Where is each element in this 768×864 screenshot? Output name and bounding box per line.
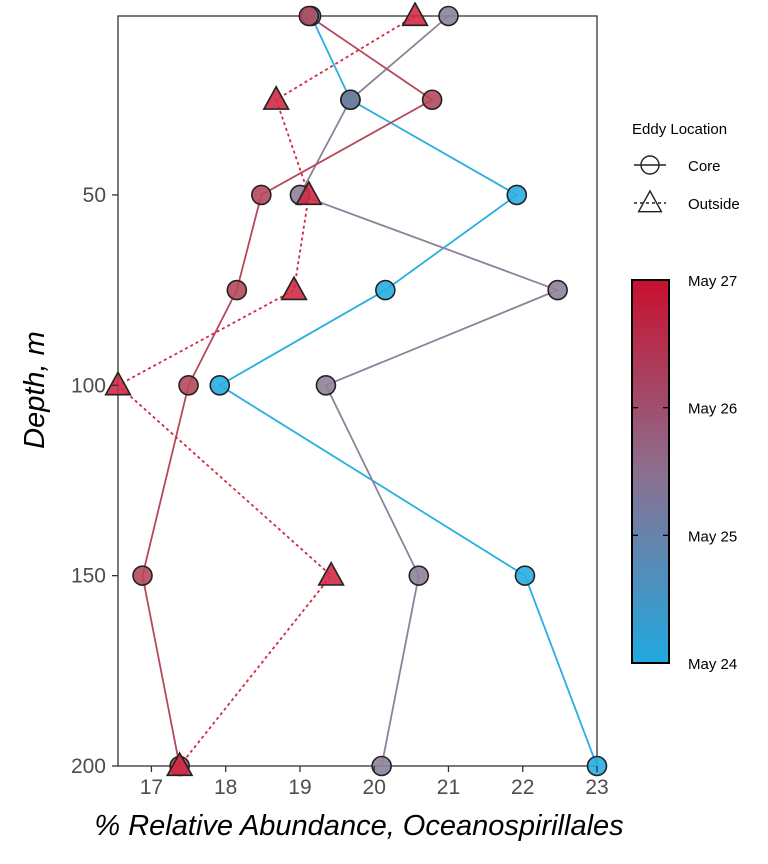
legend-label-outside: Outside [688, 196, 740, 213]
x-tick-label: 19 [288, 776, 311, 799]
y-tick-label: 100 [71, 374, 106, 397]
colorbar-label: May 24 [688, 656, 737, 673]
data-point-triangle [165, 751, 194, 777]
data-point-circle [514, 565, 536, 586]
data-point-circle [371, 755, 392, 777]
x-tick-label: 17 [140, 776, 163, 799]
data-point-circle [438, 5, 459, 27]
y-axis-title: Depth, m [19, 331, 51, 449]
y-axis: 50 100 150 200 [71, 184, 118, 778]
plot-area [104, 2, 608, 777]
y-tick-label: 200 [71, 755, 106, 778]
marks [104, 2, 608, 777]
data-point-triangle [317, 560, 345, 586]
series-line-4 [116, 15, 416, 767]
data-point-circle [315, 374, 337, 396]
colorbar-label: May 26 [688, 401, 737, 418]
colorbar [631, 279, 670, 664]
data-point-circle [178, 374, 199, 396]
data-point-circle [547, 279, 568, 301]
x-tick-label: 21 [437, 776, 460, 799]
x-tick-label: 23 [585, 776, 608, 799]
colorbar-label: May 27 [688, 273, 737, 290]
data-point-circle [506, 184, 528, 206]
data-point-circle [298, 5, 320, 27]
data-point-circle [375, 279, 396, 301]
data-point-triangle [104, 370, 132, 396]
y-tick-label: 50 [83, 184, 106, 207]
data-point-circle [132, 565, 153, 586]
data-point-circle [408, 565, 430, 586]
data-point-triangle [262, 85, 290, 110]
legend-key-circle [640, 155, 660, 175]
data-point-triangle [401, 2, 429, 27]
shape-legend: Eddy Location Core Outside [632, 121, 740, 213]
data-point-triangle [295, 180, 323, 206]
data-point-circle [251, 184, 272, 206]
y-tick-label: 150 [71, 565, 106, 588]
legend-label-core: Core [688, 158, 721, 175]
x-tick-label: 22 [511, 776, 534, 799]
data-point-circle [226, 279, 248, 301]
series-line-1 [298, 15, 561, 767]
color-legend: May 27 May 26 May 25 May 24 [631, 273, 737, 673]
x-axis: 17 18 19 20 21 22 23 [140, 766, 609, 799]
legend-key-triangle [637, 189, 663, 213]
colorbar-label: May 25 [688, 528, 737, 545]
shape-legend-title: Eddy Location [632, 121, 727, 138]
data-point-triangle [280, 275, 308, 301]
data-point-circle [421, 89, 443, 111]
x-tick-label: 20 [363, 776, 386, 799]
x-axis-title: % Relative Abundance, Oceanospirillales [94, 810, 623, 842]
data-point-circle [340, 89, 361, 111]
data-point-circle [209, 374, 231, 396]
x-tick-label: 18 [214, 776, 237, 799]
series-line-0 [217, 15, 598, 767]
